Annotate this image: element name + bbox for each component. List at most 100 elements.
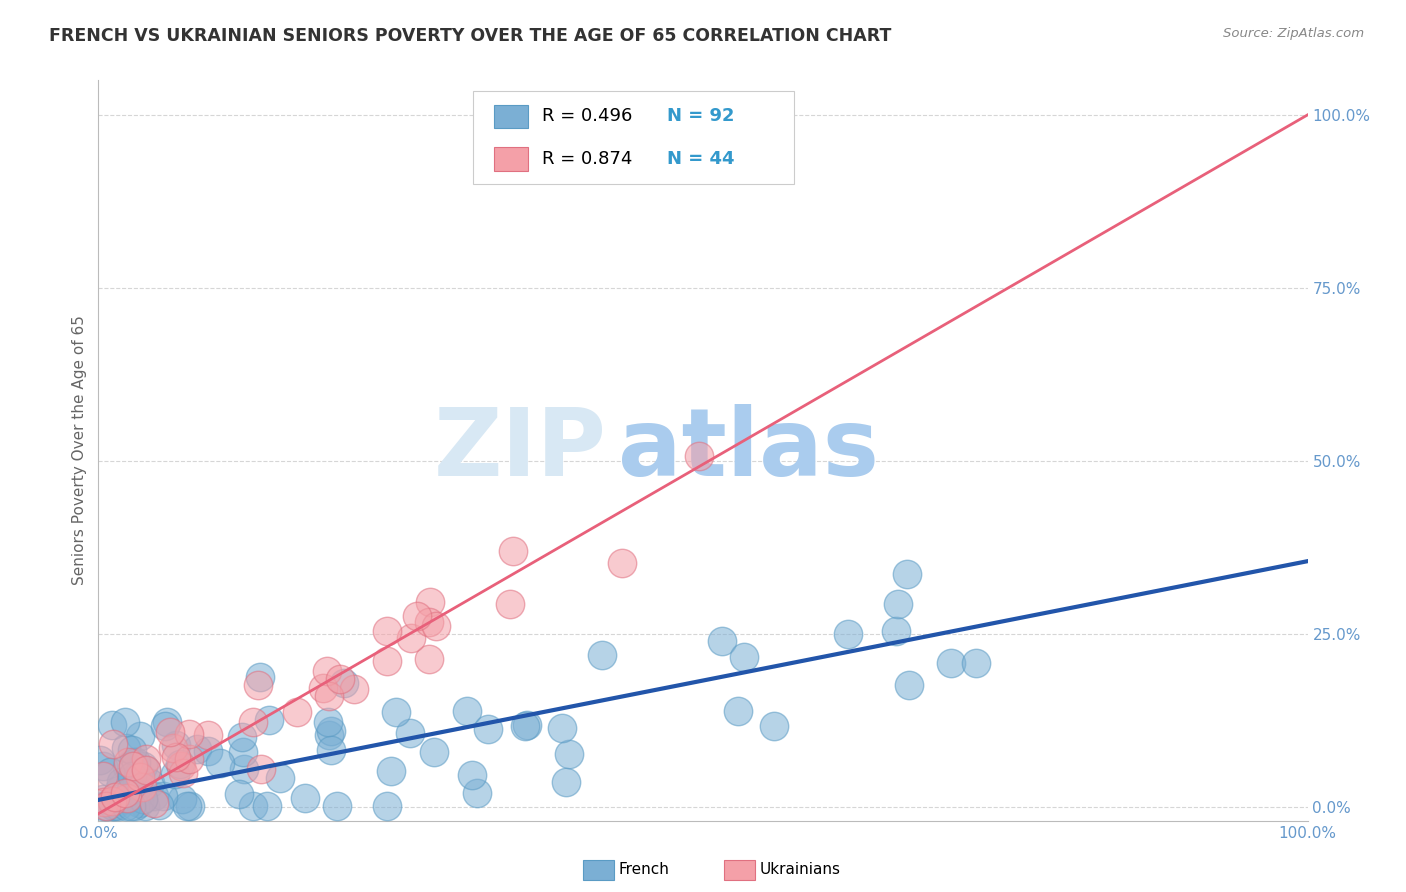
Point: [176, 799, 198, 814]
Point: [733, 649, 755, 664]
Point: [122, 758, 145, 772]
Point: [380, 764, 402, 778]
Point: [169, 759, 191, 773]
Point: [101, 794, 124, 808]
Point: [316, 664, 339, 678]
Point: [939, 657, 962, 671]
Point: [591, 648, 613, 662]
Point: [110, 774, 132, 789]
Point: [143, 796, 166, 810]
Point: [558, 747, 581, 761]
Point: [165, 767, 187, 781]
Point: [465, 787, 488, 801]
Point: [100, 765, 122, 780]
Point: [135, 752, 157, 766]
Point: [423, 745, 446, 759]
Point: [165, 750, 187, 764]
Point: [162, 741, 184, 756]
Point: [269, 771, 291, 785]
Point: [132, 759, 155, 773]
Point: [232, 762, 254, 776]
Point: [135, 763, 157, 777]
Point: [169, 757, 191, 772]
Point: [117, 755, 139, 769]
Point: [418, 615, 440, 629]
Point: [148, 798, 170, 813]
Point: [375, 624, 398, 639]
Point: [122, 755, 145, 769]
Text: French: French: [619, 863, 669, 877]
Point: [513, 718, 536, 732]
Point: [179, 799, 201, 814]
Point: [120, 783, 142, 797]
Text: R = 0.874: R = 0.874: [543, 150, 633, 168]
Point: [312, 681, 335, 695]
Point: [837, 626, 859, 640]
Point: [127, 767, 149, 781]
Point: [727, 704, 749, 718]
Point: [249, 762, 271, 776]
Point: [502, 543, 524, 558]
Point: [555, 774, 578, 789]
Point: [477, 722, 499, 736]
Point: [125, 772, 148, 787]
Point: [139, 775, 162, 789]
Point: [321, 724, 343, 739]
Point: [115, 740, 138, 755]
Point: [121, 769, 143, 783]
Point: [135, 764, 157, 778]
Point: [91, 792, 114, 806]
FancyBboxPatch shape: [494, 104, 527, 128]
Point: [103, 799, 125, 814]
Point: [101, 737, 124, 751]
Point: [124, 781, 146, 796]
Point: [375, 654, 398, 668]
Point: [152, 789, 174, 803]
Point: [456, 704, 478, 718]
Point: [249, 670, 271, 684]
Text: R = 0.496: R = 0.496: [543, 107, 633, 126]
Text: N = 44: N = 44: [666, 150, 734, 168]
Point: [104, 789, 127, 804]
Point: [551, 721, 574, 735]
Point: [197, 728, 219, 742]
Point: [257, 713, 280, 727]
Point: [197, 744, 219, 758]
Point: [897, 678, 920, 692]
Point: [887, 597, 910, 611]
Point: [129, 729, 152, 743]
Point: [688, 449, 710, 463]
Point: [114, 786, 136, 800]
Point: [108, 782, 131, 797]
Point: [294, 791, 316, 805]
Point: [96, 799, 118, 814]
Point: [159, 724, 181, 739]
Point: [156, 715, 179, 730]
Point: [105, 794, 128, 808]
Point: [121, 743, 143, 757]
Point: [516, 718, 538, 732]
Point: [101, 718, 124, 732]
Point: [425, 618, 447, 632]
Point: [384, 705, 406, 719]
Point: [132, 791, 155, 805]
Point: [101, 799, 124, 814]
Text: Ukrainians: Ukrainians: [759, 863, 841, 877]
Point: [172, 765, 194, 780]
Point: [129, 770, 152, 784]
Point: [165, 738, 187, 752]
Point: [91, 799, 114, 814]
Point: [232, 745, 254, 759]
Point: [375, 799, 398, 814]
Point: [418, 651, 440, 665]
Text: Source: ZipAtlas.com: Source: ZipAtlas.com: [1223, 27, 1364, 40]
Point: [131, 780, 153, 795]
Point: [179, 752, 201, 766]
Y-axis label: Seniors Poverty Over the Age of 65: Seniors Poverty Over the Age of 65: [72, 316, 87, 585]
FancyBboxPatch shape: [494, 147, 527, 170]
Point: [285, 705, 308, 719]
Point: [242, 714, 264, 729]
Point: [419, 595, 441, 609]
Point: [318, 714, 340, 729]
Point: [93, 795, 115, 809]
